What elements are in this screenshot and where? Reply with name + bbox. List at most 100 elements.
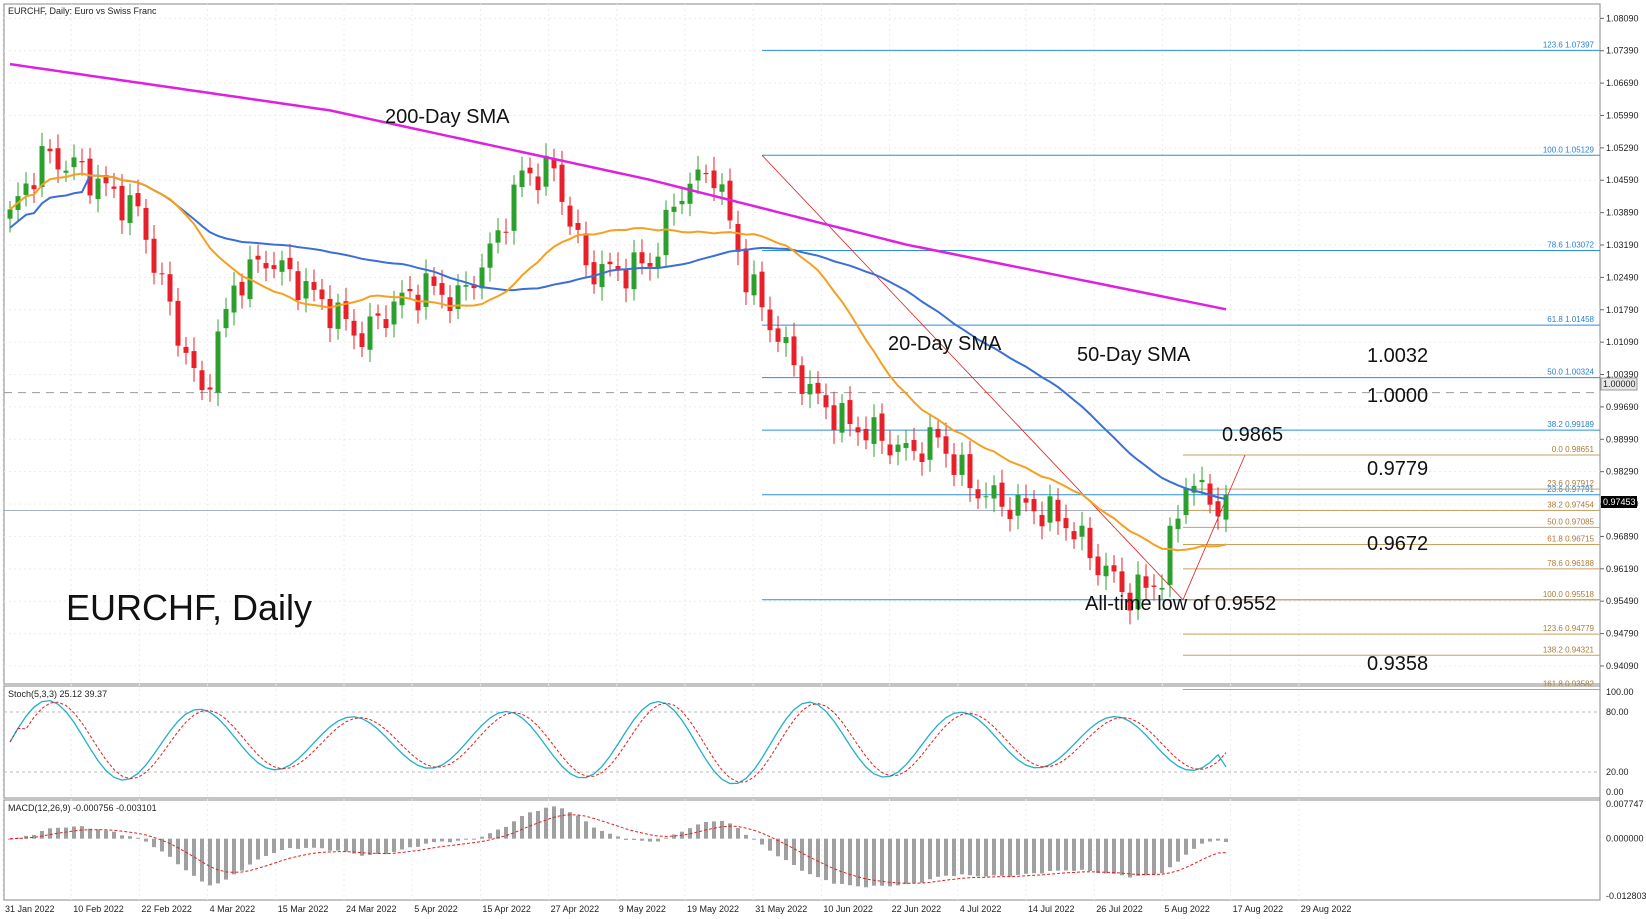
macd-histogram-bar <box>584 821 588 839</box>
y-tick-label: 1.08090 <box>1606 13 1639 23</box>
macd-histogram-bar <box>800 838 804 871</box>
candle-body <box>231 285 237 313</box>
candle-body <box>375 313 381 316</box>
candle-body <box>1119 571 1125 593</box>
time-axis: 31 Jan 2022 10 Feb 2022 22 Feb 2022 4 Mar 2… <box>5 904 1351 914</box>
candle-body <box>279 260 285 272</box>
macd-histogram-bar <box>352 838 356 854</box>
candle-body <box>847 400 853 424</box>
candle-body <box>503 231 509 233</box>
y-tick-label: 1.05990 <box>1606 110 1639 120</box>
x-tick-label: 31 May 2022 <box>755 904 807 914</box>
candle-body <box>1095 556 1101 576</box>
x-tick-label: 14 Jul 2022 <box>1028 904 1075 914</box>
macd-histogram-bar <box>360 838 364 856</box>
candle-body <box>855 427 861 433</box>
candle-body <box>471 284 477 289</box>
macd-histogram-bar <box>864 838 868 888</box>
level-label-09779: 0.9779 <box>1367 458 1428 480</box>
candle-body <box>711 170 717 189</box>
macd-histogram-bar <box>616 836 620 839</box>
candle-body <box>1063 518 1069 529</box>
level-label-09672: 0.9672 <box>1367 533 1428 555</box>
macd-histogram-bar <box>544 807 548 839</box>
candle-body <box>999 482 1005 507</box>
macd-histogram-bar <box>48 828 52 839</box>
candle-body <box>1151 585 1157 587</box>
macd-histogram-bar <box>640 838 644 841</box>
macd-histogram-bar <box>416 838 420 847</box>
candle-body <box>191 351 197 368</box>
candle-body <box>63 170 69 173</box>
candle-body <box>447 297 453 311</box>
candle-body <box>959 454 965 475</box>
macd-histogram-bar <box>784 838 788 861</box>
y-tick-label: 1.03890 <box>1606 208 1639 218</box>
macd-histogram-bar <box>488 833 492 839</box>
macd-histogram-bar <box>768 838 772 851</box>
macd-histogram-bar <box>744 834 748 839</box>
price-axis: 1.08090 1.07390 1.06690 1.05990 1.05290 1.045… <box>1600 13 1639 671</box>
candle-body <box>551 159 557 169</box>
candle-body <box>399 292 405 306</box>
stoch-pane-frame <box>3 685 1601 799</box>
candle-body <box>815 382 821 394</box>
candle-body <box>47 148 53 152</box>
y-tick-label: 0.96890 <box>1606 531 1639 541</box>
macd-histogram-bar <box>288 838 292 849</box>
macd-histogram-bar <box>696 824 700 839</box>
candle-body <box>303 281 309 299</box>
candle-body <box>655 256 661 268</box>
candle-body <box>879 413 885 441</box>
macd-histogram-bar <box>40 830 44 839</box>
sma200-line <box>9 62 1227 311</box>
macd-histogram-bar <box>576 815 580 839</box>
candle-body <box>207 387 213 390</box>
candle-body <box>455 285 461 310</box>
stoch-signal-line <box>9 701 1227 783</box>
macd-histogram-bar <box>904 838 908 885</box>
macd-histogram-bar <box>952 838 956 877</box>
macd-histogram-bar <box>56 827 60 839</box>
candle-body <box>271 265 277 269</box>
macd-histogram-bar <box>1208 838 1212 842</box>
stoch-tick-label: 100.00 <box>1606 687 1634 697</box>
macd-histogram-bar <box>256 838 260 860</box>
macd-histogram-bar <box>1104 838 1108 874</box>
candle-body <box>519 170 525 188</box>
macd-histogram-bar <box>208 838 212 886</box>
macd-histogram-bar <box>400 838 404 850</box>
candle-body <box>423 273 429 307</box>
y-tick-label: 0.98290 <box>1606 467 1639 477</box>
chart-title: EURCHF, Daily: Euro vs Swiss Franc <box>8 6 157 16</box>
candle-body <box>495 230 501 243</box>
sma20-label: 20-Day SMA <box>888 333 1002 355</box>
candle-body <box>1167 525 1173 585</box>
level-label-09865: 0.9865 <box>1222 424 1283 446</box>
macd-histogram-bar <box>736 827 740 839</box>
macd-histogram-bar <box>712 821 716 839</box>
macd-histogram-bar <box>1048 838 1052 872</box>
macd-histogram-bar <box>1064 838 1068 871</box>
macd-histogram-bar <box>72 826 76 839</box>
macd-histogram-bar <box>928 838 932 880</box>
candle-body <box>799 365 805 394</box>
macd-histogram-bar <box>848 838 852 886</box>
macd-histogram-bar <box>304 838 308 848</box>
x-tick-label: 4 Jul 2022 <box>960 904 1002 914</box>
macd-histogram-bar <box>152 838 156 848</box>
x-tick-label: 10 Feb 2022 <box>73 904 124 914</box>
candle-body <box>647 262 653 267</box>
candle-body <box>135 193 141 207</box>
macd-histogram-bar <box>1072 838 1076 871</box>
fib-main-label: 50.0 1.00324 <box>1547 368 1594 377</box>
macd-histogram-bar <box>64 827 68 839</box>
y-tick-label: 0.94790 <box>1606 629 1639 639</box>
level-label-10032: 1.0032 <box>1367 345 1428 367</box>
candle-body <box>79 161 85 163</box>
macd-histogram-bar <box>760 838 764 845</box>
chart-name-annotation: EURCHF, Daily <box>66 587 312 628</box>
macd-histogram-bar <box>144 838 148 842</box>
macd-histogram-bar <box>728 823 732 839</box>
candle-body <box>687 183 693 204</box>
